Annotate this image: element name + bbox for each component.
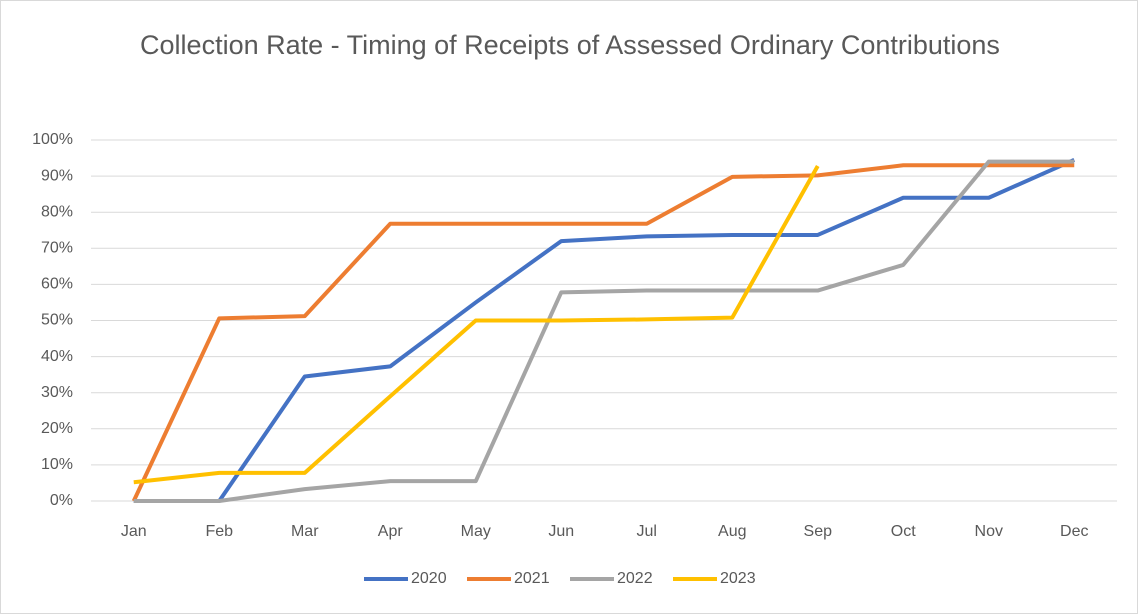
x-tick-label: Jun [548, 523, 574, 540]
x-tick-label: Feb [205, 523, 233, 540]
y-tick-label: 50% [41, 312, 73, 329]
y-tick-label: 80% [41, 203, 73, 220]
series-line [133, 158, 1076, 503]
y-tick-label: 90% [41, 167, 73, 184]
y-tick-label: 30% [41, 384, 73, 401]
legend-label: 2021 [514, 570, 550, 587]
chart-title: Collection Rate - Timing of Receipts of … [140, 30, 1000, 60]
y-tick-label: 0% [50, 492, 73, 509]
x-tick-label: Sep [804, 523, 833, 540]
x-tick-label: Aug [718, 523, 746, 540]
x-tick-label: Nov [975, 523, 1003, 540]
y-tick-label: 40% [41, 348, 73, 365]
y-tick-label: 100% [32, 131, 73, 148]
y-tick-label: 10% [41, 456, 73, 473]
x-tick-label: Oct [891, 523, 916, 540]
x-tick-label: Jul [637, 523, 657, 540]
legend-label: 2022 [617, 570, 653, 587]
legend-label: 2023 [720, 570, 756, 587]
legend-label: 2020 [411, 570, 447, 587]
x-tick-label: Mar [291, 523, 319, 540]
x-tick-label: May [461, 523, 491, 540]
series-line [133, 165, 820, 485]
y-tick-label: 20% [41, 420, 73, 437]
series-line [133, 159, 1075, 503]
x-tick-label: Apr [378, 523, 404, 540]
series-line [131, 163, 1075, 502]
y-tick-label: 60% [41, 276, 73, 293]
x-tick-label: Dec [1060, 523, 1088, 540]
x-tick-label: Jan [121, 523, 147, 540]
y-tick-label: 70% [41, 240, 73, 257]
